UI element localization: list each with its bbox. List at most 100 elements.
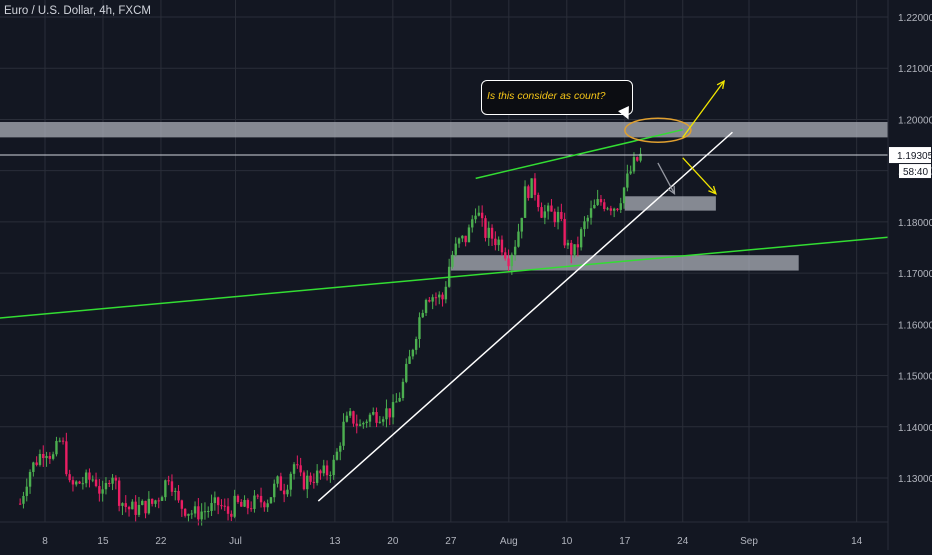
candle-body: [213, 497, 217, 504]
candle-body: [193, 506, 197, 514]
candle-body: [616, 208, 619, 210]
candle-body: [25, 486, 28, 496]
candle-body: [98, 486, 101, 494]
candle-body: [395, 401, 398, 403]
candle-body: [480, 212, 484, 219]
candle-body: [68, 474, 71, 481]
candle-body: [273, 483, 276, 498]
candle-body: [150, 498, 154, 504]
candle-body: [322, 465, 325, 474]
candle-body: [292, 464, 296, 474]
y-tick-label: 1.22000: [898, 13, 932, 24]
candle-body: [639, 153, 642, 161]
candle-body: [121, 503, 124, 506]
arrow-shaft: [682, 80, 725, 138]
candle-body: [490, 227, 494, 239]
candle-body: [355, 423, 358, 426]
candle-body: [111, 477, 114, 484]
candle-body: [467, 227, 471, 243]
candle-body: [58, 440, 61, 442]
candle-body: [91, 479, 94, 481]
candle-body: [626, 173, 629, 188]
candle-body: [266, 503, 269, 508]
candle-body: [368, 414, 372, 422]
x-tick-label: 15: [97, 536, 109, 547]
candle-body: [249, 508, 253, 510]
candle-body: [513, 246, 517, 255]
candle-body: [619, 203, 622, 210]
candle-body: [35, 462, 38, 465]
candle-body: [612, 208, 616, 211]
candle-body: [632, 157, 636, 172]
candle-body: [461, 235, 464, 239]
x-tick-label: 8: [42, 536, 48, 547]
candle-body: [629, 171, 632, 174]
candle-body: [75, 481, 78, 485]
candle-body: [424, 300, 428, 313]
candle-body: [510, 254, 514, 267]
last-price-value: 1.19305: [897, 151, 932, 162]
highlight-ellipse: [624, 117, 692, 143]
candle-body: [636, 157, 639, 161]
candle-body: [332, 459, 335, 475]
candle-body: [563, 218, 566, 246]
candle-body: [210, 503, 213, 511]
candle-body: [596, 199, 599, 205]
candle-body: [114, 477, 118, 481]
candle-body: [606, 208, 609, 210]
candle-body: [464, 235, 467, 243]
candle-body: [622, 187, 626, 204]
arrow-head: [716, 79, 726, 90]
candle-body: [177, 490, 180, 501]
candle-body: [457, 238, 461, 244]
grid: [0, 0, 888, 522]
candle-body: [566, 242, 570, 246]
candle-body: [236, 495, 240, 502]
candle-body: [553, 211, 556, 223]
candle-body: [253, 495, 256, 509]
arrow-head: [708, 185, 717, 195]
candle-body: [167, 480, 170, 482]
candle-body: [306, 475, 309, 490]
candle-body: [603, 202, 606, 210]
candle-body: [101, 489, 104, 494]
candle-body: [523, 186, 527, 218]
x-tick-label: 22: [155, 536, 167, 547]
candle-body: [339, 445, 342, 452]
candle-body: [134, 501, 137, 515]
candle-body: [546, 205, 550, 212]
candle-body: [296, 464, 299, 466]
candle-body: [444, 286, 448, 300]
candle-body: [533, 178, 537, 195]
candle-body: [431, 297, 434, 302]
candle-body: [302, 472, 306, 490]
candle-body: [312, 481, 316, 483]
candle-body: [207, 510, 210, 512]
candle-body: [550, 205, 553, 212]
candle-body: [454, 243, 457, 255]
candle-body: [108, 483, 111, 485]
candle-body: [124, 503, 127, 507]
candle-body: [197, 506, 200, 520]
candle-body: [345, 415, 349, 422]
candle-body: [240, 501, 243, 507]
candle-body: [71, 480, 75, 485]
candle-body: [164, 480, 167, 498]
x-tick-label: Aug: [500, 536, 518, 547]
x-tick-label: 27: [445, 536, 457, 547]
candle-body: [365, 421, 368, 423]
candle-body: [375, 412, 378, 423]
candle-body: [520, 217, 523, 232]
candle-body: [65, 441, 68, 475]
candle-body: [348, 411, 352, 416]
callout-box[interactable]: Is this consider as count?: [481, 80, 633, 115]
candle-body: [352, 411, 355, 424]
arrow-head: [667, 185, 676, 196]
candle-body: [576, 244, 580, 248]
support-resistance-zone: [624, 196, 716, 211]
x-tick-label: Jul: [229, 536, 242, 547]
candle-body: [319, 470, 322, 474]
